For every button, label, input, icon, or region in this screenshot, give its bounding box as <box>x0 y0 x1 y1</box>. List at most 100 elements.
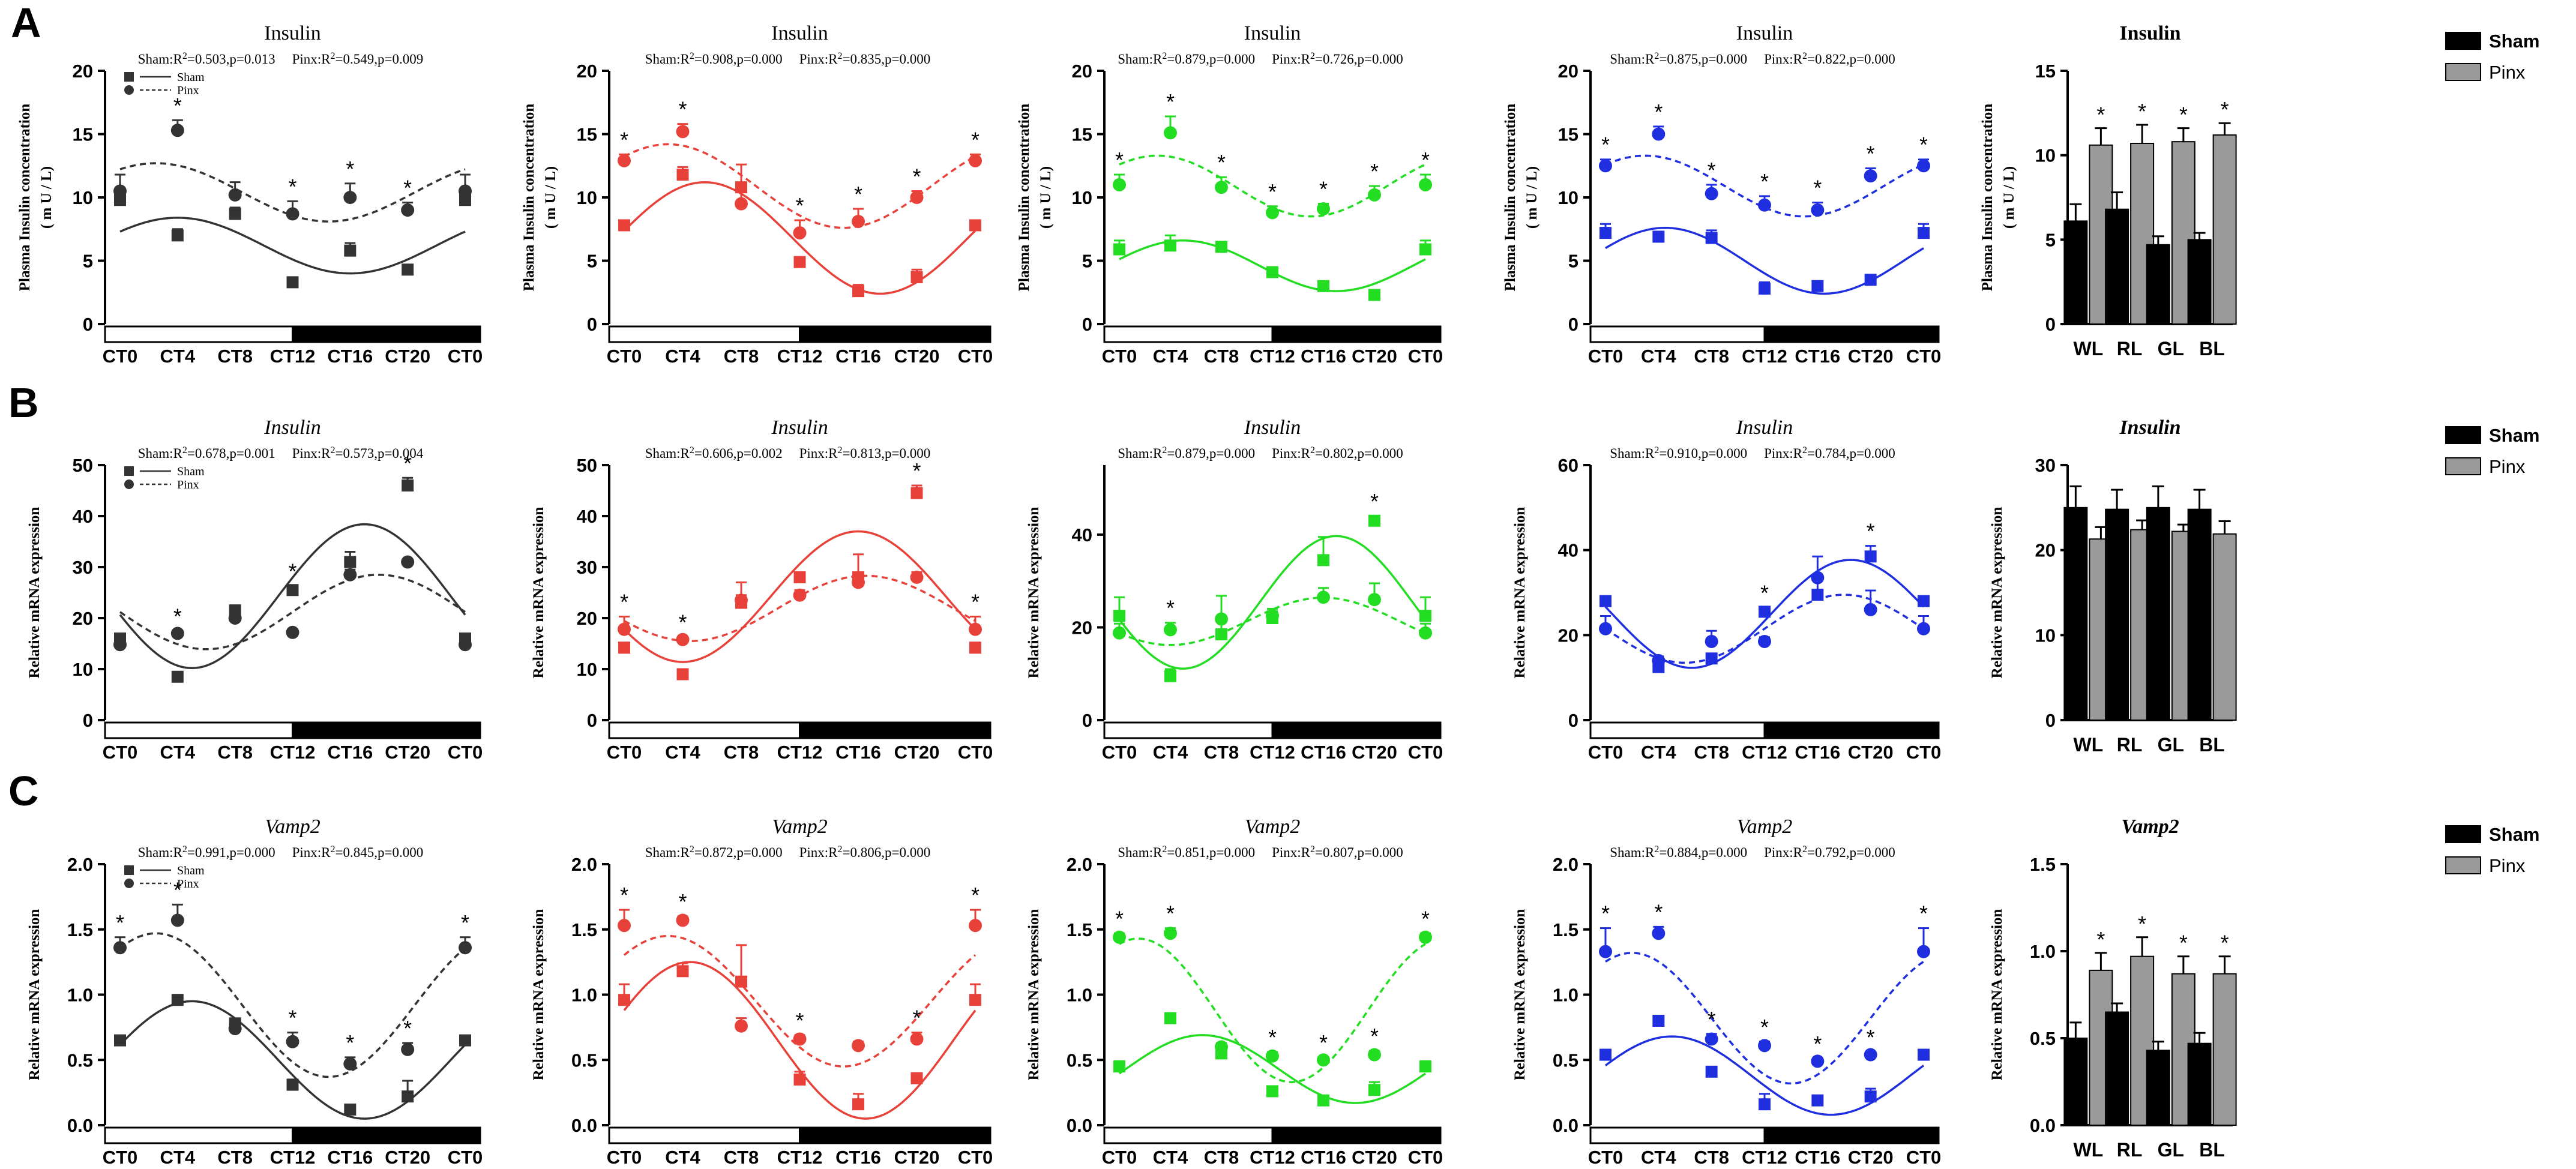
x-tick-label: CT4 <box>1641 346 1676 367</box>
stats-rest: =0.806,p=0.000 <box>843 845 931 860</box>
fit-curve-pinx <box>624 574 976 643</box>
point-sham <box>793 1073 806 1086</box>
stats-text: Sham:R2=0.851,p=0.000 Pinx:R2=0.807,p=0.0… <box>1118 844 1403 861</box>
bar-sham <box>2105 508 2129 721</box>
y-tick-label: 0 <box>587 710 597 731</box>
significance-star: * <box>346 1030 354 1055</box>
y-tick-label: 0 <box>1082 314 1092 335</box>
fit-curve-sham <box>119 523 466 670</box>
point-pinx <box>1419 178 1432 191</box>
point-sham <box>459 1034 471 1047</box>
bar-pinx <box>2212 973 2237 1126</box>
legend-label: Sham <box>2489 425 2539 446</box>
y-tick-label: 0.5 <box>571 1050 597 1071</box>
stats-text: Sham:R2=0.875,p=0.000 Pinx:R2=0.822,p=0.0… <box>1610 51 1895 67</box>
point-sham <box>969 994 981 1006</box>
stats-rest: =0.879,p=0.000 <box>1167 52 1255 67</box>
fit-curve-sham <box>1118 535 1427 670</box>
point-sham <box>852 285 864 298</box>
x-tick-label: CT0 <box>1588 742 1624 763</box>
point-pinx <box>1758 634 1771 648</box>
point-sham <box>1113 610 1125 622</box>
significance-star: * <box>678 97 687 122</box>
stats-prefix: Sham:R <box>1610 446 1655 461</box>
stats-rest: =0.784,p=0.000 <box>1807 446 1895 461</box>
light-phase-bar <box>608 1126 801 1144</box>
y-tick-label: 0.5 <box>1553 1050 1578 1071</box>
y-tick-label: 15 <box>1072 124 1092 145</box>
y-axis-label-line: Relative mRNA expression <box>26 507 43 679</box>
point-pinx <box>1917 622 1930 636</box>
significance-star: * <box>1319 177 1328 202</box>
x-tick-label: CT12 <box>1742 346 1787 367</box>
y-tick-label: 20 <box>73 608 93 629</box>
point-sham <box>1317 1094 1329 1107</box>
stats-rest: =0.872,p=0.000 <box>694 845 783 860</box>
y-axis-label: Plasma Insulin concentration ( m U / L) <box>17 104 55 292</box>
point-pinx <box>676 125 690 139</box>
significance-star: * <box>288 1006 296 1030</box>
y-axis-label-line: Plasma Insulin concentration <box>521 104 537 292</box>
point-pinx <box>1599 945 1612 958</box>
y-tick-label: 1.5 <box>2030 854 2056 875</box>
point-pinx <box>1652 127 1666 141</box>
y-tick-label: 10 <box>2035 625 2056 646</box>
stats-sup: 2 <box>1654 51 1659 61</box>
significance-star: * <box>1654 900 1663 924</box>
fit-curve-pinx <box>1119 937 1426 1083</box>
point-sham <box>1164 670 1176 682</box>
y-axis-label-line: Relative mRNA expression <box>1512 909 1528 1081</box>
fit-curve-pinx <box>1605 154 1924 218</box>
point-sham <box>402 1090 414 1103</box>
legend-swatch-sham <box>2445 825 2481 843</box>
point-pinx <box>676 633 690 646</box>
significance-star: * <box>1268 1025 1277 1050</box>
point-pinx <box>401 555 415 569</box>
point-sham <box>1317 280 1329 292</box>
legend-swatch-pinx <box>2445 63 2481 81</box>
point-pinx <box>459 638 472 652</box>
point-sham <box>1918 595 1930 607</box>
point-pinx <box>1266 609 1279 623</box>
x-tick-label: CT8 <box>1694 1147 1729 1168</box>
point-sham <box>1918 227 1930 239</box>
row-label-a: A <box>11 0 41 46</box>
bar-pinx <box>2212 134 2237 325</box>
significance-star: * <box>1708 1007 1716 1032</box>
stats-sup: 2 <box>1802 844 1807 855</box>
x-tick-label: CT0 <box>1588 1147 1624 1168</box>
point-pinx <box>852 1039 865 1053</box>
point-sham <box>1864 1090 1877 1103</box>
x-tick-label: WL <box>2074 734 2104 756</box>
x-tick-label: CT4 <box>1641 742 1676 763</box>
point-pinx <box>1266 206 1279 220</box>
y-axis-label: Plasma Insulin concentration ( m U / L) <box>1502 104 1540 292</box>
significance-star: * <box>678 610 687 634</box>
x-tick-label: CT16 <box>835 1147 881 1168</box>
point-sham <box>286 276 299 289</box>
point-pinx <box>910 571 924 584</box>
point-pinx <box>459 184 472 198</box>
x-tick-label: CT0 <box>448 742 483 763</box>
point-pinx <box>1113 930 1126 944</box>
significance-star: * <box>116 910 124 935</box>
point-sham <box>969 219 981 232</box>
dark-phase-bar <box>1763 325 1940 343</box>
y-axis-label: Plasma Insulin concentration ( m U / L) <box>1979 104 2017 292</box>
x-tick-label: CT8 <box>217 346 253 367</box>
stats-rest: =0.573,p=0.004 <box>336 446 424 461</box>
point-pinx <box>1811 571 1825 584</box>
significance-star: * <box>971 589 980 614</box>
point-pinx <box>286 207 299 221</box>
significance-star: * <box>1919 901 1928 926</box>
y-axis-label-line: Relative mRNA expression <box>1026 909 1042 1081</box>
significance-star: * <box>2179 103 2188 127</box>
significance-star: * <box>1760 169 1769 194</box>
significance-star: * <box>1760 580 1769 605</box>
y-tick-label: 40 <box>577 506 597 527</box>
point-pinx <box>910 1032 924 1046</box>
y-tick-label: 5 <box>2045 229 2056 250</box>
bar-sham <box>2146 1050 2170 1126</box>
significance-star: * <box>620 127 628 152</box>
stats-sup: 2 <box>1802 445 1807 455</box>
